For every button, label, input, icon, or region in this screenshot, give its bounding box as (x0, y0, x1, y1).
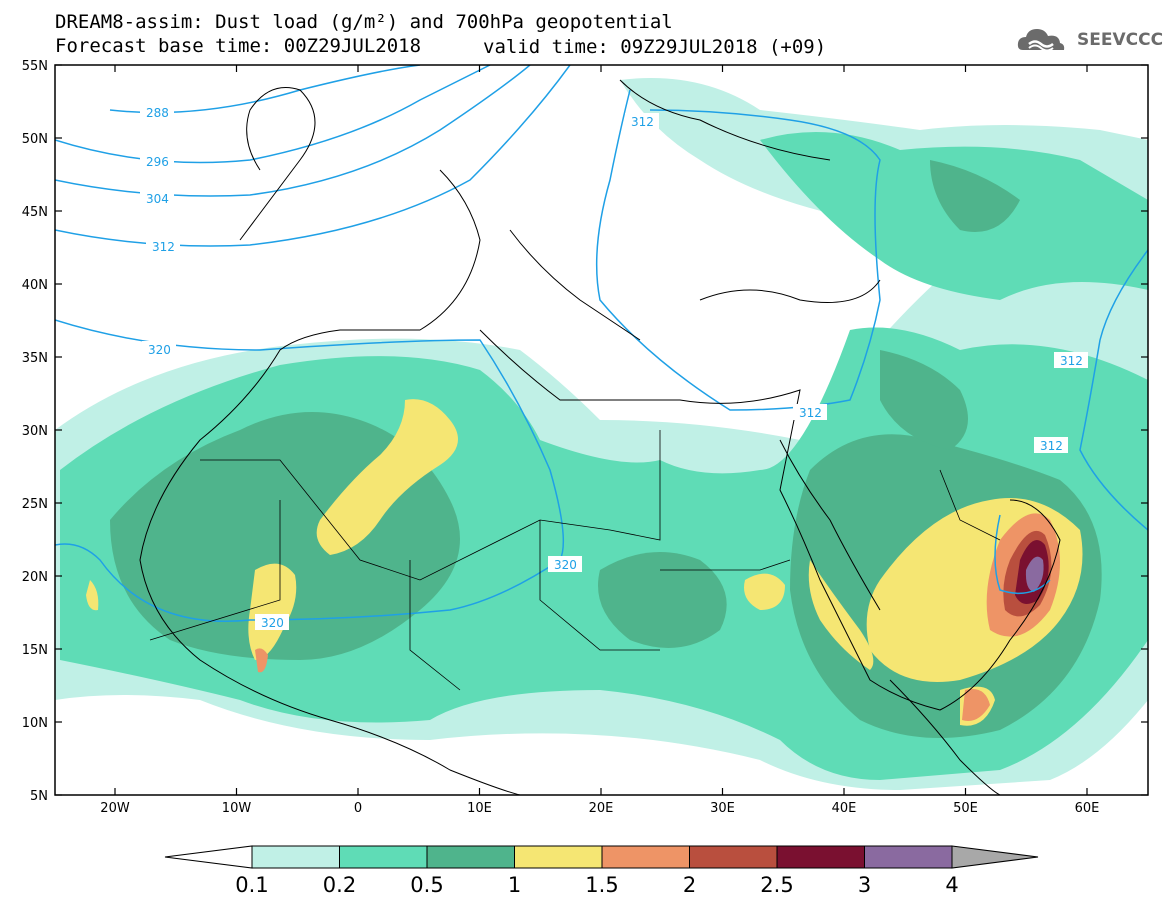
lon-label: 10E (467, 801, 492, 816)
lat-label: 5N (30, 789, 48, 804)
latitude-axis: 55N 50N 45N 40N 35N 30N 25N 20N 15N 10N 5N (22, 59, 1148, 804)
lat-label: 35N (22, 351, 48, 366)
contour-label: 312 (631, 115, 654, 129)
lat-label: 20N (22, 570, 48, 585)
colorbar-tick-label: 1 (508, 873, 521, 897)
colorbar-tick-label: 0.1 (235, 873, 268, 897)
colorbar-over-triangle (951, 845, 1039, 869)
longitude-axis: 20W 10W 0 10E 20E 30E 40E 50E 60E (100, 65, 1099, 816)
colorbar-cell (864, 845, 953, 869)
colorbar-tick-label: 0.2 (323, 873, 356, 897)
contour-labels: 288 296 304 312 320 312 312 312 320 320 … (140, 104, 1088, 630)
borders (149, 430, 1001, 691)
contour-label: 312 (152, 240, 175, 254)
lat-label: 25N (22, 497, 48, 512)
colorbar-cells (164, 845, 1039, 869)
map-title: DREAM8-assim: Dust load (g/m²) and 700hP… (55, 11, 673, 33)
lon-label: 60E (1075, 801, 1100, 816)
colorbar-cell (339, 845, 428, 869)
lon-label: 40E (832, 801, 857, 816)
lon-label: 0 (354, 801, 362, 816)
colorbar-labels: 0.1 0.2 0.5 1 1.5 2 2.5 3 4 (235, 873, 958, 897)
cloud-icon (1017, 29, 1065, 52)
colorbar-tick-label: 4 (945, 873, 958, 897)
colorbar-cell (251, 845, 340, 869)
lon-label: 10W (222, 801, 252, 816)
colorbar-tick-label: 2.5 (760, 873, 793, 897)
colorbar-cell (426, 845, 515, 869)
logo-text: SEEVCCC (1077, 30, 1164, 50)
lat-label: 45N (22, 205, 48, 220)
contour-label: 320 (148, 343, 171, 357)
lat-label: 40N (22, 278, 48, 293)
seevccc-logo: SEEVCCC (1015, 24, 1163, 58)
colorbar-under-triangle (164, 845, 253, 869)
lon-label: 20W (100, 801, 130, 816)
contour-label: 288 (146, 106, 169, 120)
lon-label: 30E (710, 801, 735, 816)
contour-label: 296 (146, 155, 169, 169)
colorbar-tick-label: 2 (683, 873, 696, 897)
lat-label: 50N (22, 132, 48, 147)
colorbar-tick-label: 1.5 (585, 873, 618, 897)
colorbar-cell (601, 845, 690, 869)
lat-label: 15N (22, 643, 48, 658)
forecast-base-time: Forecast base time: 00Z29JUL2018 (55, 35, 422, 57)
valid-time: valid time: 09Z29JUL2018 (+09) (483, 36, 827, 58)
contour-label: 320 (554, 558, 577, 572)
contour-label: 320 (261, 616, 284, 630)
contour-label: 304 (146, 192, 169, 206)
colorbar-tick-label: 3 (858, 873, 871, 897)
lat-label: 10N (22, 716, 48, 731)
colorbar-cell (689, 845, 778, 869)
colorbar-cell (514, 845, 603, 869)
lat-label: 30N (22, 424, 48, 439)
lat-label: 55N (22, 59, 48, 74)
colorbar-tick-label: 0.5 (410, 873, 443, 897)
lon-label: 20E (589, 801, 614, 816)
coastlines (139, 79, 1061, 795)
contour-label: 312 (1040, 439, 1063, 453)
lon-label: 50E (953, 801, 978, 816)
contour-label: 312 (799, 406, 822, 420)
contour-label: 312 (1060, 354, 1083, 368)
colorbar-cell (776, 845, 865, 869)
dust-layer-4 (1025, 556, 1044, 592)
